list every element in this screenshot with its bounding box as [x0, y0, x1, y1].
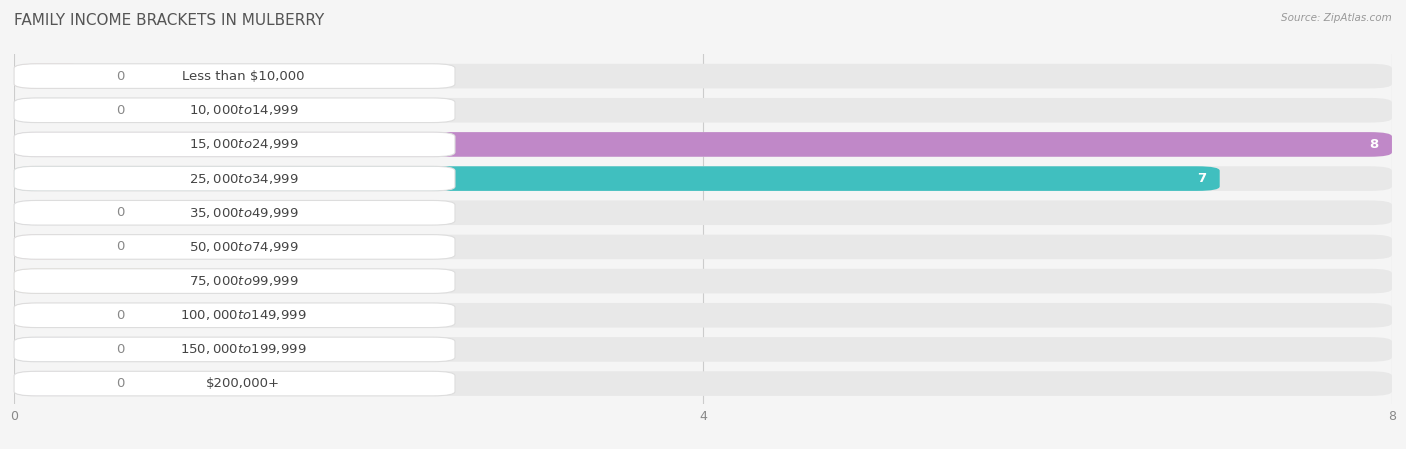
FancyBboxPatch shape	[14, 98, 90, 123]
Text: $50,000 to $74,999: $50,000 to $74,999	[188, 240, 298, 254]
FancyBboxPatch shape	[14, 235, 456, 259]
Text: $35,000 to $49,999: $35,000 to $49,999	[188, 206, 298, 220]
FancyBboxPatch shape	[14, 269, 186, 293]
Text: 0: 0	[115, 104, 124, 117]
FancyBboxPatch shape	[14, 269, 456, 293]
Text: $150,000 to $199,999: $150,000 to $199,999	[180, 343, 307, 357]
FancyBboxPatch shape	[14, 337, 1392, 362]
Text: 8: 8	[1369, 138, 1378, 151]
Text: $100,000 to $149,999: $100,000 to $149,999	[180, 308, 307, 322]
FancyBboxPatch shape	[14, 235, 1392, 259]
FancyBboxPatch shape	[14, 303, 456, 328]
Text: 0: 0	[115, 343, 124, 356]
Text: Source: ZipAtlas.com: Source: ZipAtlas.com	[1281, 13, 1392, 23]
FancyBboxPatch shape	[14, 98, 1392, 123]
FancyBboxPatch shape	[14, 269, 1392, 293]
Text: 7: 7	[1197, 172, 1206, 185]
FancyBboxPatch shape	[14, 371, 456, 396]
FancyBboxPatch shape	[14, 166, 456, 191]
FancyBboxPatch shape	[14, 303, 90, 328]
FancyBboxPatch shape	[14, 132, 456, 157]
Text: 0: 0	[115, 377, 124, 390]
Text: Less than $10,000: Less than $10,000	[183, 70, 305, 83]
Text: $10,000 to $14,999: $10,000 to $14,999	[188, 103, 298, 117]
FancyBboxPatch shape	[14, 132, 1392, 157]
Text: FAMILY INCOME BRACKETS IN MULBERRY: FAMILY INCOME BRACKETS IN MULBERRY	[14, 13, 325, 28]
FancyBboxPatch shape	[14, 235, 90, 259]
FancyBboxPatch shape	[14, 200, 90, 225]
FancyBboxPatch shape	[14, 98, 456, 123]
FancyBboxPatch shape	[14, 132, 1392, 157]
Text: $200,000+: $200,000+	[207, 377, 280, 390]
Text: 0: 0	[115, 206, 124, 219]
FancyBboxPatch shape	[14, 166, 1219, 191]
Text: 0: 0	[115, 309, 124, 322]
FancyBboxPatch shape	[14, 64, 90, 88]
FancyBboxPatch shape	[14, 200, 456, 225]
FancyBboxPatch shape	[14, 337, 90, 362]
Text: $15,000 to $24,999: $15,000 to $24,999	[188, 137, 298, 151]
FancyBboxPatch shape	[14, 64, 456, 88]
Text: 0: 0	[115, 70, 124, 83]
FancyBboxPatch shape	[14, 166, 1392, 191]
Text: 1: 1	[163, 275, 173, 288]
Text: $25,000 to $34,999: $25,000 to $34,999	[188, 172, 298, 185]
FancyBboxPatch shape	[14, 303, 1392, 328]
Text: 0: 0	[115, 240, 124, 253]
FancyBboxPatch shape	[14, 200, 1392, 225]
Text: $75,000 to $99,999: $75,000 to $99,999	[188, 274, 298, 288]
FancyBboxPatch shape	[14, 371, 90, 396]
FancyBboxPatch shape	[14, 337, 456, 362]
FancyBboxPatch shape	[14, 371, 1392, 396]
FancyBboxPatch shape	[14, 64, 1392, 88]
